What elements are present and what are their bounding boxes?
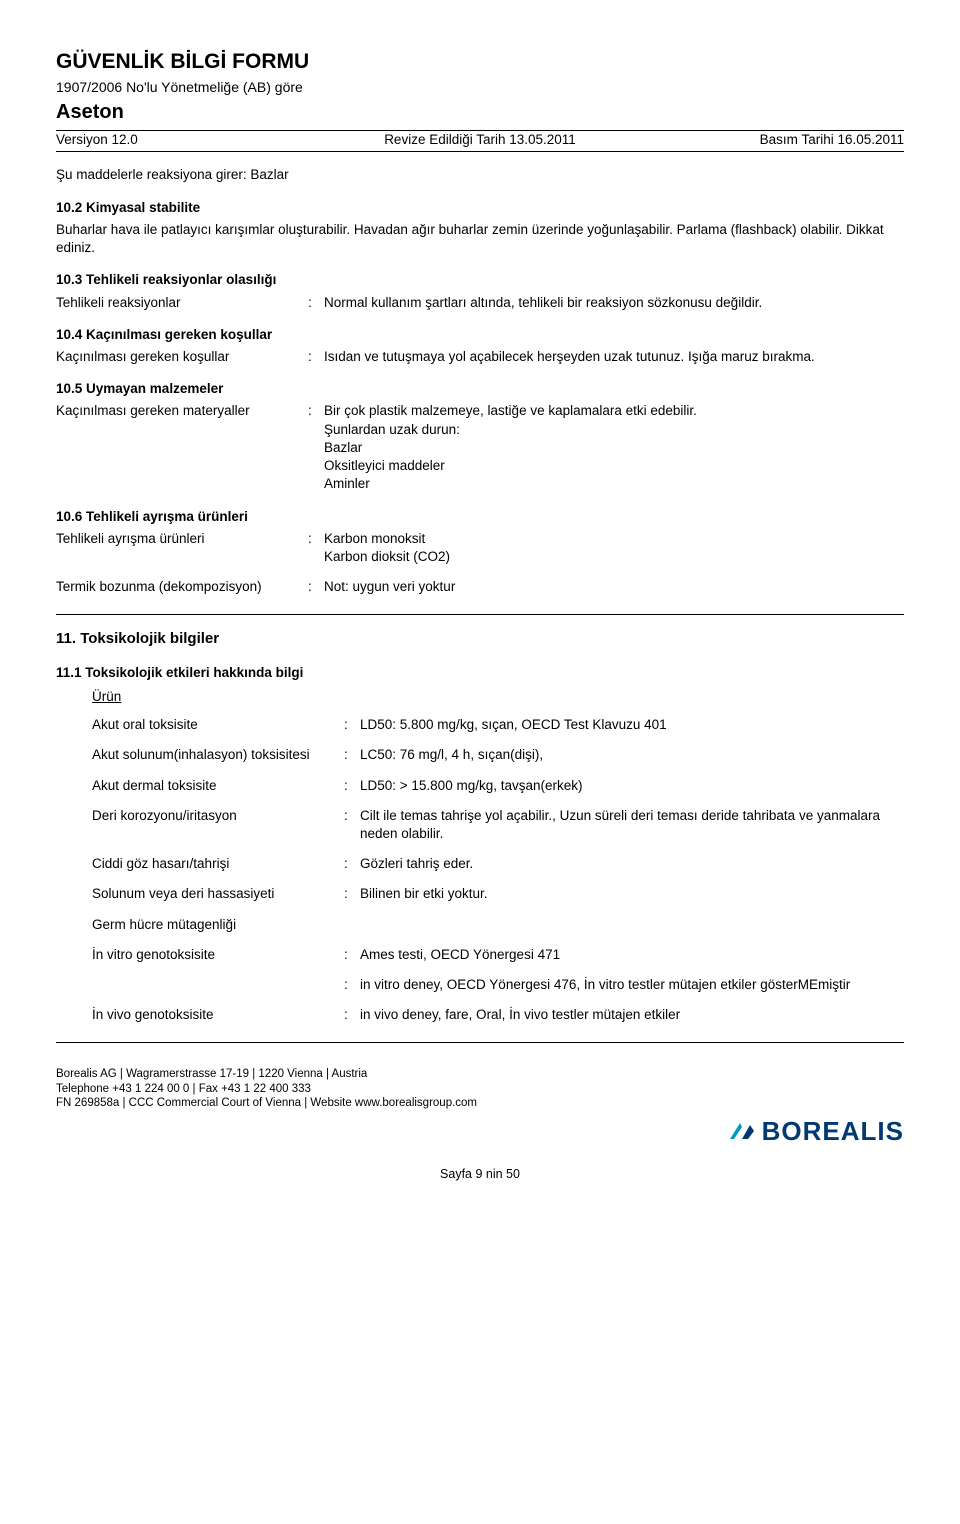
kv-row: İn vitro genotoksisite:Ames testi, OECD … xyxy=(92,946,904,964)
kv-label: Tehlikeli ayrışma ürünleri xyxy=(56,530,308,566)
kv-row: Tehlikeli reaksiyonlar : Normal kullanım… xyxy=(56,294,904,312)
colon: : xyxy=(344,777,360,795)
heading-10-6: 10.6 Tehlikeli ayrışma ürünleri xyxy=(56,508,904,526)
kv-value: in vivo deney, fare, Oral, İn vivo testl… xyxy=(360,1006,904,1024)
heading-10-3: 10.3 Tehlikeli reaksiyonlar olasılığı xyxy=(56,271,904,289)
kv-label: Termik bozunma (dekompozisyon) xyxy=(56,578,308,596)
kv-row: Deri korozyonu/iritasyon:Cilt ile temas … xyxy=(92,807,904,843)
heading-11-1: 11.1 Toksikolojik etkileri hakkında bilg… xyxy=(56,664,904,682)
kv-row: İn vivo genotoksisite:in vivo deney, far… xyxy=(92,1006,904,1024)
kv-row: Kaçınılması gereken koşullar : Isıdan ve… xyxy=(56,348,904,366)
colon: : xyxy=(344,1006,360,1024)
logo-text: BOREALIS xyxy=(762,1115,904,1148)
version-text: Versiyon 12.0 xyxy=(56,131,339,149)
kv-label: Solunum veya deri hassasiyeti xyxy=(92,885,344,903)
kv-value: Bir çok plastik malzemeye, lastiğe ve ka… xyxy=(324,402,904,493)
kv-row: :in vitro deney, OECD Yönergesi 476, İn … xyxy=(92,976,904,994)
heading-11: 11. Toksikolojik bilgiler xyxy=(56,629,904,649)
colon: : xyxy=(344,746,360,764)
kv-value: Ames testi, OECD Yönergesi 471 xyxy=(360,946,904,964)
colon xyxy=(344,916,360,934)
kv-value: Not: uygun veri yoktur xyxy=(324,578,904,596)
intro-paragraph: Şu maddelerle reaksiyona girer: Bazlar xyxy=(56,166,904,184)
colon: : xyxy=(308,530,324,566)
colon: : xyxy=(308,348,324,366)
colon: : xyxy=(308,402,324,493)
page-number: Sayfa 9 nin 50 xyxy=(56,1167,904,1183)
kv-value: Karbon monoksit Karbon dioksit (CO2) xyxy=(324,530,904,566)
kv-label: Akut dermal toksisite xyxy=(92,777,344,795)
kv-value: LD50: > 15.800 mg/kg, tavşan(erkek) xyxy=(360,777,904,795)
kv-row: Ciddi göz hasarı/tahrişi:Gözleri tahriş … xyxy=(92,855,904,873)
kv-row: Tehlikeli ayrışma ürünleri : Karbon mono… xyxy=(56,530,904,566)
paragraph-10-2: Buharlar hava ile patlayıcı karışımlar o… xyxy=(56,221,904,257)
kv-label: Germ hücre mütagenliği xyxy=(92,916,344,934)
borealis-icon xyxy=(728,1117,756,1145)
kv-label: Kaçınılması gereken materyaller xyxy=(56,402,308,493)
kv-row: Kaçınılması gereken materyaller : Bir ço… xyxy=(56,402,904,493)
footer-line: Borealis AG | Wagramerstrasse 17-19 | 12… xyxy=(56,1067,904,1081)
kv-label xyxy=(92,976,344,994)
kv-label: Ciddi göz hasarı/tahrişi xyxy=(92,855,344,873)
product-block: Ürün Akut oral toksisite:LD50: 5.800 mg/… xyxy=(92,688,904,1025)
kv-row: Akut oral toksisite:LD50: 5.800 mg/kg, s… xyxy=(92,716,904,734)
doc-substance: Aseton xyxy=(56,99,904,126)
kv-label: İn vivo genotoksisite xyxy=(92,1006,344,1024)
revised-text: Revize Edildiği Tarih 13.05.2011 xyxy=(339,131,622,149)
kv-value: Cilt ile temas tahrişe yol açabilir., Uz… xyxy=(360,807,904,843)
kv-value: Isıdan ve tutuşmaya yol açabilecek herşe… xyxy=(324,348,904,366)
kv-label: Akut solunum(inhalasyon) toksisitesi xyxy=(92,746,344,764)
footer-line: Telephone +43 1 224 00 0 | Fax +43 1 22 … xyxy=(56,1082,904,1096)
kv-row: Germ hücre mütagenliği xyxy=(92,916,904,934)
colon: : xyxy=(308,294,324,312)
heading-10-2: 10.2 Kimyasal stabilite xyxy=(56,199,904,217)
heading-10-5: 10.5 Uymayan malzemeler xyxy=(56,380,904,398)
kv-label: Deri korozyonu/iritasyon xyxy=(92,807,344,843)
header: GÜVENLİK BİLGİ FORMU 1907/2006 No'lu Yön… xyxy=(56,48,904,152)
kv-label: Kaçınılması gereken koşullar xyxy=(56,348,308,366)
colon: : xyxy=(344,885,360,903)
kv-value: Normal kullanım şartları altında, tehlik… xyxy=(324,294,904,312)
divider xyxy=(56,1042,904,1043)
colon: : xyxy=(344,807,360,843)
kv-label: İn vitro genotoksisite xyxy=(92,946,344,964)
kv-value: in vitro deney, OECD Yönergesi 476, İn v… xyxy=(360,976,904,994)
footer-line: FN 269858a | CCC Commercial Court of Vie… xyxy=(56,1096,904,1110)
footer: Borealis AG | Wagramerstrasse 17-19 | 12… xyxy=(56,1067,904,1182)
doc-regulation: 1907/2006 No'lu Yönetmeliğe (AB) göre xyxy=(56,78,904,97)
divider xyxy=(56,614,904,615)
kv-value: LD50: 5.800 mg/kg, sıçan, OECD Test Klav… xyxy=(360,716,904,734)
kv-row: Akut dermal toksisite:LD50: > 15.800 mg/… xyxy=(92,777,904,795)
doc-title: GÜVENLİK BİLGİ FORMU xyxy=(56,48,904,76)
kv-value: Bilinen bir etki yoktur. xyxy=(360,885,904,903)
kv-value: LC50: 76 mg/l, 4 h, sıçan(dişi), xyxy=(360,746,904,764)
colon: : xyxy=(344,716,360,734)
colon: : xyxy=(344,946,360,964)
colon: : xyxy=(344,855,360,873)
logo: BOREALIS xyxy=(56,1115,904,1148)
kv-value: Gözleri tahriş eder. xyxy=(360,855,904,873)
kv-row: Termik bozunma (dekompozisyon) : Not: uy… xyxy=(56,578,904,596)
kv-row: Solunum veya deri hassasiyeti:Bilinen bi… xyxy=(92,885,904,903)
meta-row: Versiyon 12.0 Revize Edildiği Tarih 13.0… xyxy=(56,131,904,152)
kv-value xyxy=(360,916,904,934)
colon: : xyxy=(308,578,324,596)
heading-10-4: 10.4 Kaçınılması gereken koşullar xyxy=(56,326,904,344)
product-label: Ürün xyxy=(92,688,904,706)
printed-text: Basım Tarihi 16.05.2011 xyxy=(621,131,904,149)
kv-row: Akut solunum(inhalasyon) toksisitesi:LC5… xyxy=(92,746,904,764)
colon: : xyxy=(344,976,360,994)
kv-label: Akut oral toksisite xyxy=(92,716,344,734)
kv-label: Tehlikeli reaksiyonlar xyxy=(56,294,308,312)
